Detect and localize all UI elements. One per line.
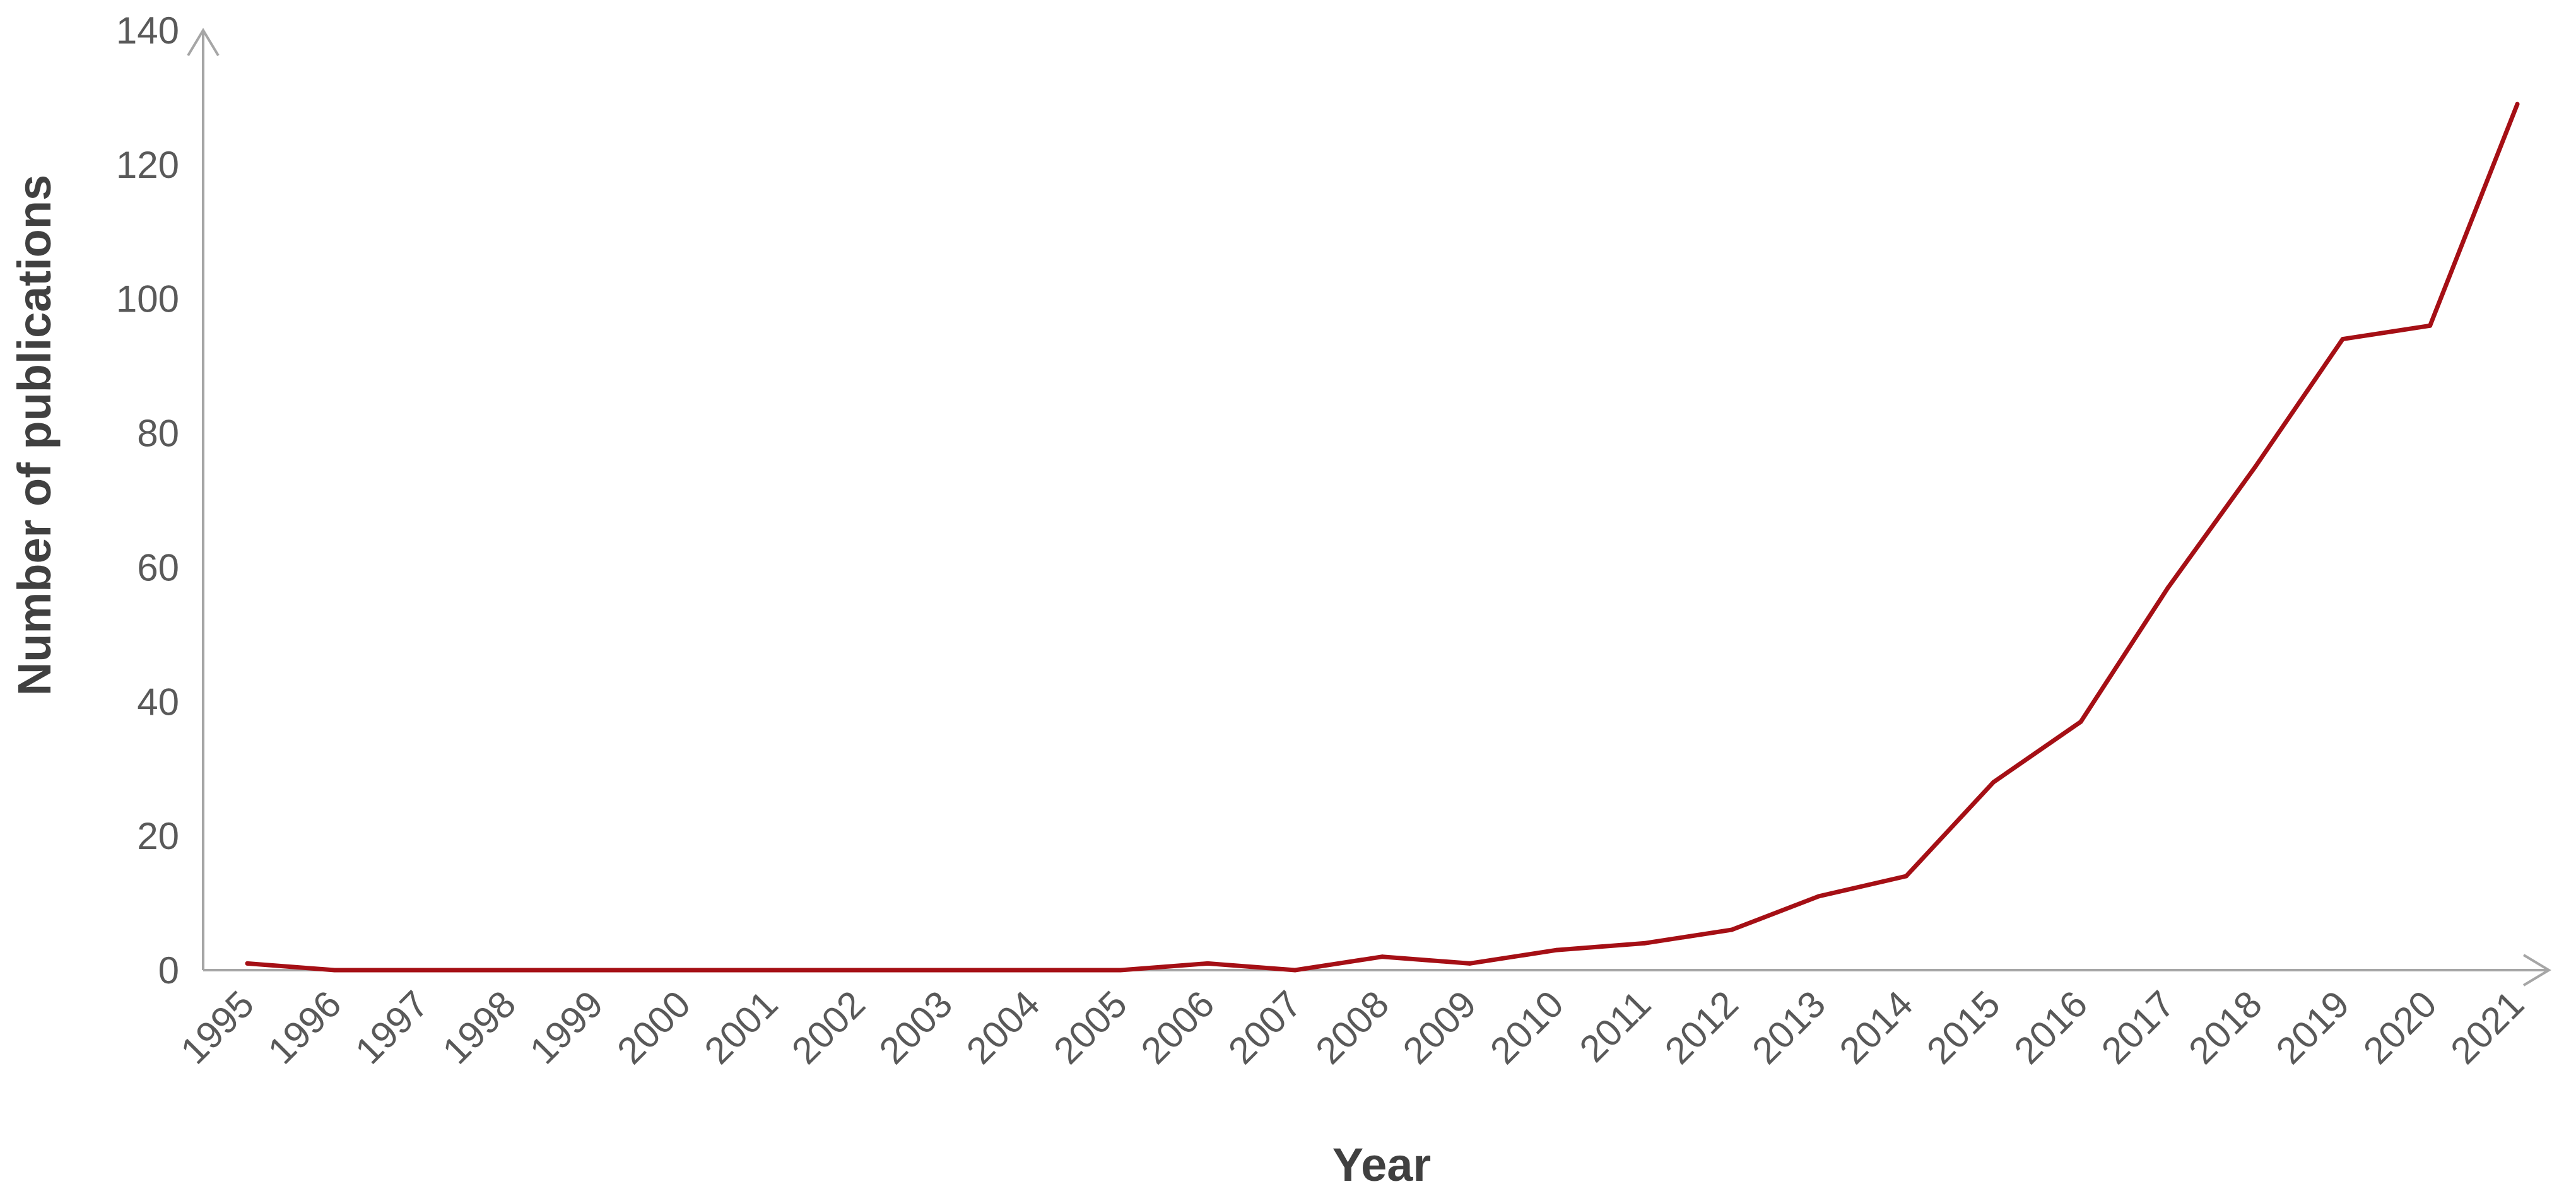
x-tick-label: 2002 (784, 983, 873, 1072)
x-tick-label: 2007 (1220, 983, 1310, 1072)
x-tick-label: 2016 (2006, 983, 2096, 1072)
x-tick-label: 2021 (2442, 983, 2532, 1072)
data-point (1118, 968, 1123, 973)
series-line (245, 102, 2520, 973)
data-point (856, 968, 861, 973)
x-tick-label: 2013 (1744, 983, 1833, 1072)
data-point (1467, 961, 1472, 966)
x-tick-label: 2014 (1832, 983, 1921, 1072)
y-tick-label: 80 (137, 413, 179, 455)
x-tick-label: 2000 (609, 983, 698, 1072)
y-axis-arrow-icon (187, 28, 220, 57)
data-point (681, 968, 686, 973)
data-point (2166, 585, 2170, 590)
x-tick-label: 2012 (1657, 983, 1746, 1072)
data-point (768, 968, 773, 973)
x-tick-label: 2008 (1307, 983, 1397, 1072)
y-tick-label: 100 (116, 278, 179, 320)
data-point (245, 961, 250, 966)
x-tick-label: 2020 (2355, 983, 2445, 1072)
data-point (2253, 464, 2258, 469)
x-tick-label: 2018 (2180, 983, 2270, 1072)
x-tick-label: 1998 (435, 983, 524, 1072)
data-point (1555, 947, 1560, 952)
x-tick-label: 2009 (1395, 983, 1485, 1072)
x-tick-label: 1999 (522, 983, 611, 1072)
data-point (332, 968, 337, 973)
data-point (2340, 337, 2345, 342)
x-tick-label: 2011 (1572, 983, 1659, 1070)
y-tick-label: 60 (137, 546, 179, 589)
x-tick-label: 1996 (260, 983, 350, 1072)
data-point (2078, 719, 2083, 724)
y-tick-label: 140 (116, 9, 179, 52)
y-tick-labels: 0 20 40 60 80 100 120 140 (116, 9, 179, 992)
data-point (1903, 874, 1908, 879)
data-point (2428, 323, 2433, 328)
x-axis-arrow-icon (2522, 954, 2551, 987)
data-point (420, 968, 425, 973)
x-axis-title: Year (1332, 1139, 1431, 1191)
x-tick-label: 2001 (697, 983, 786, 1072)
x-tick-label: 2003 (871, 983, 961, 1072)
data-point (1293, 968, 1298, 973)
data-point (1816, 894, 1821, 899)
data-point (943, 968, 948, 973)
x-tick-label: 1997 (347, 983, 437, 1072)
data-point (507, 968, 512, 973)
data-point (1729, 927, 1734, 932)
x-axis: 1995199619971998199920002001200220032004… (172, 954, 2551, 1191)
x-tick-label: 2005 (1045, 983, 1135, 1072)
data-point (1380, 954, 1385, 959)
data-point (1205, 961, 1210, 966)
x-tick-labels: 1995199619971998199920002001200220032004… (172, 983, 2532, 1072)
y-tick-label: 120 (116, 144, 179, 186)
y-tick-label: 0 (158, 949, 179, 992)
data-point (2515, 102, 2520, 107)
x-tick-label: 2017 (2093, 983, 2183, 1072)
x-tick-label: 2006 (1133, 983, 1223, 1072)
y-axis: 0 20 40 60 80 100 120 140 Number of publication… (8, 9, 220, 992)
data-point (1031, 968, 1035, 973)
y-tick-label: 20 (137, 815, 179, 857)
series-layer (245, 102, 2520, 973)
data-point (1991, 780, 1996, 785)
data-point (1642, 940, 1647, 946)
y-tick-label: 40 (137, 681, 179, 723)
x-tick-label: 2015 (1919, 983, 2008, 1072)
x-tick-label: 1995 (172, 983, 262, 1072)
y-axis-title: Number of publications (8, 175, 61, 696)
x-tick-label: 2019 (2268, 983, 2358, 1072)
x-tick-label: 2004 (958, 983, 1048, 1072)
x-tick-label: 2010 (1482, 983, 1572, 1072)
data-point (594, 968, 599, 973)
